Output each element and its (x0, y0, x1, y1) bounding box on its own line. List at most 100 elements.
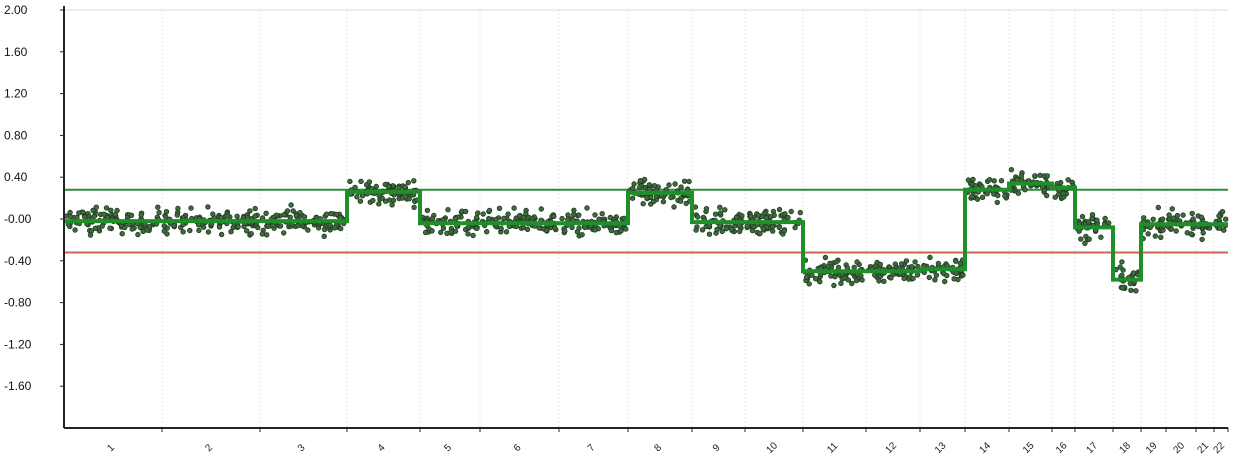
y-tick-label: -0.40 (4, 254, 32, 268)
data-point (281, 212, 287, 218)
data-point (445, 206, 451, 213)
data-point (248, 230, 254, 237)
data-point (72, 227, 78, 233)
data-point (259, 231, 266, 237)
data-point (984, 190, 990, 197)
data-point (265, 223, 272, 229)
data-point (776, 224, 782, 230)
data-point (287, 214, 293, 220)
x-tick-label: 4 (376, 442, 388, 454)
data-point (1076, 220, 1083, 227)
data-point (986, 176, 993, 183)
data-point (333, 211, 340, 218)
data-point (1166, 212, 1172, 218)
x-tick-label: 21 (1195, 440, 1211, 456)
data-point (1008, 166, 1015, 173)
data-point (1150, 216, 1156, 222)
data-point (703, 205, 710, 212)
data-point (817, 279, 823, 285)
data-point (953, 270, 959, 276)
data-point (90, 207, 96, 213)
data-point (681, 178, 688, 184)
data-point (297, 209, 303, 216)
data-point (712, 211, 719, 217)
data-point (1098, 234, 1104, 240)
data-point (759, 213, 765, 220)
data-point (128, 212, 135, 218)
data-point (582, 224, 588, 231)
data-point (562, 228, 568, 234)
data-point (722, 207, 728, 213)
data-point (733, 214, 740, 221)
data-point (1219, 208, 1226, 215)
x-tick-label: 12 (883, 440, 899, 456)
data-point (584, 205, 590, 211)
data-point (156, 209, 162, 216)
data-point (465, 224, 472, 230)
data-point (951, 276, 957, 282)
data-point (1159, 216, 1166, 222)
data-point (699, 227, 706, 233)
data-point (644, 194, 650, 201)
data-point (1022, 186, 1028, 193)
data-point (1120, 267, 1126, 273)
data-point (933, 272, 940, 278)
data-point (671, 204, 677, 210)
data-point (613, 229, 619, 236)
data-point (888, 275, 894, 281)
data-point (677, 198, 684, 204)
data-point (1089, 215, 1095, 222)
data-point (979, 194, 986, 200)
data-point (1119, 259, 1125, 265)
data-point (1052, 194, 1058, 200)
data-point (155, 204, 161, 210)
data-point (678, 184, 684, 190)
x-tick-label: 14 (977, 440, 993, 456)
data-point (957, 260, 964, 267)
data-point (1094, 217, 1100, 223)
x-tick-label: 5 (442, 442, 454, 454)
data-point (188, 205, 194, 211)
data-point (969, 193, 975, 200)
data-point (465, 231, 471, 237)
data-point (247, 208, 253, 214)
data-point (903, 258, 910, 264)
y-tick-label: 1.60 (4, 45, 28, 59)
data-point (1190, 216, 1196, 222)
data-point (475, 210, 481, 216)
data-point (1078, 236, 1084, 242)
data-point (264, 232, 270, 238)
data-point (618, 228, 624, 234)
data-point (877, 261, 883, 268)
data-point (565, 216, 571, 223)
data-point (424, 207, 431, 214)
data-point (972, 183, 979, 189)
data-point (1119, 285, 1126, 291)
x-tick-label: 3 (296, 442, 308, 454)
data-point (631, 181, 637, 187)
data-point (347, 178, 353, 185)
x-tick-label: 11 (825, 440, 840, 455)
data-point (960, 272, 966, 278)
data-point (389, 202, 395, 208)
data-point (636, 184, 643, 191)
data-point (912, 259, 918, 265)
data-point (1188, 231, 1194, 237)
data-point (101, 211, 107, 217)
x-tick-label: 17 (1084, 440, 1100, 456)
data-point (498, 225, 504, 232)
data-point (909, 264, 915, 270)
data-point (205, 204, 211, 210)
data-point (354, 194, 360, 200)
data-point (376, 201, 382, 207)
data-point (112, 211, 118, 218)
data-point (321, 226, 328, 233)
data-point (1043, 192, 1050, 199)
data-point (1055, 191, 1062, 198)
data-point (749, 227, 756, 234)
y-tick-label: 2.00 (4, 3, 28, 17)
y-tick-label: 1.20 (4, 87, 28, 101)
data-point (660, 198, 667, 205)
data-point (210, 211, 216, 217)
